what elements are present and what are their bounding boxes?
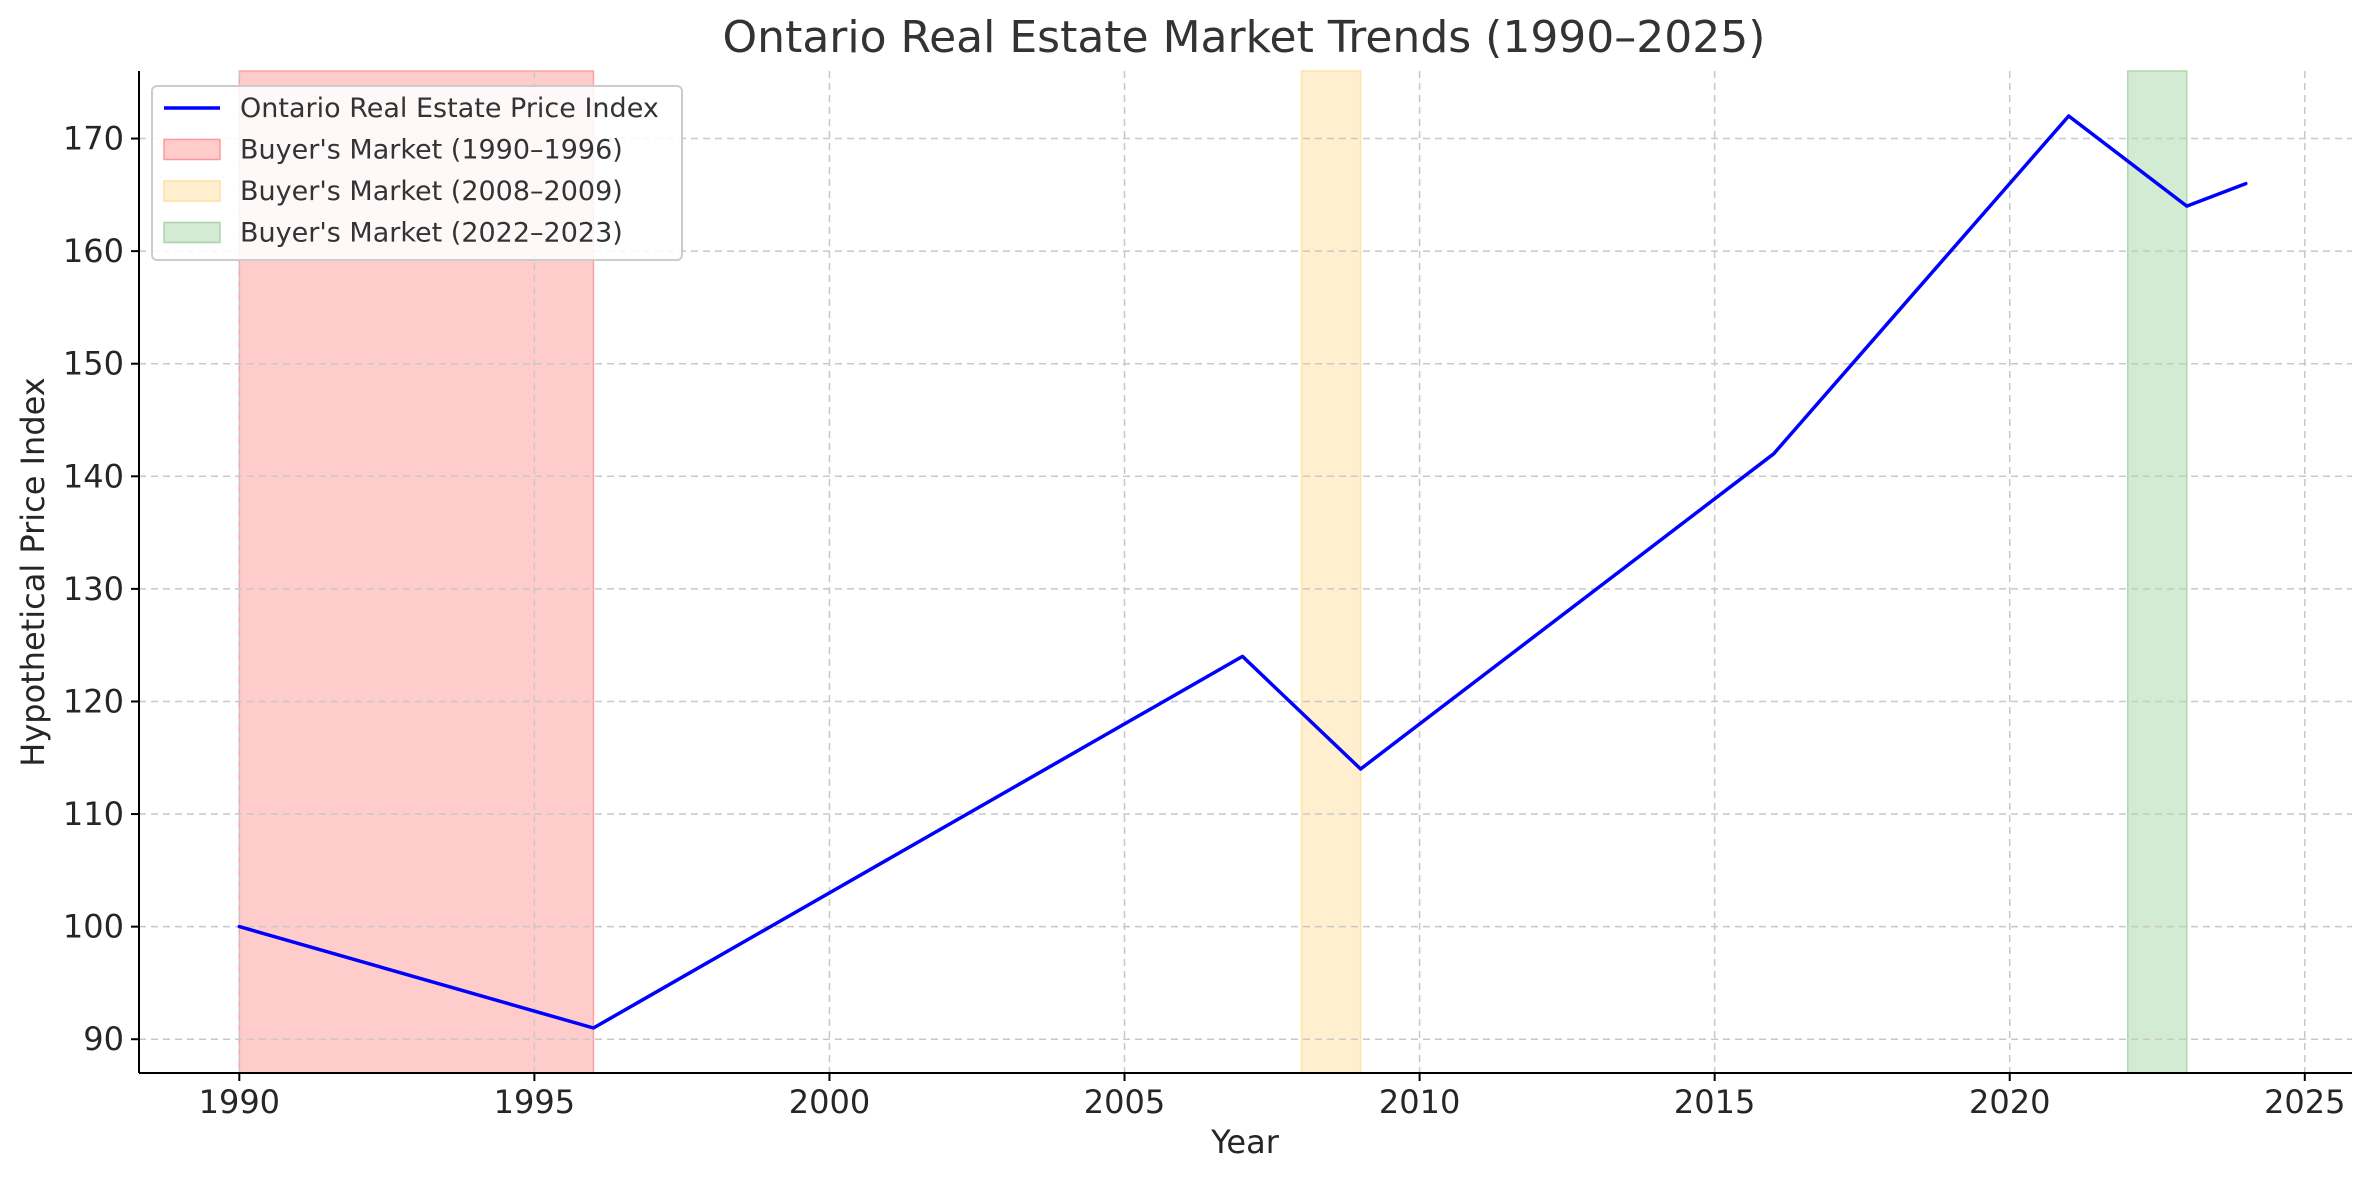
legend-patch-swatch-3	[163, 221, 221, 244]
series-line-1	[237, 114, 2248, 1030]
legend-box	[151, 85, 683, 261]
x-tick-label-1990: 1990	[199, 1083, 280, 1121]
chart-title: Ontario Real Estate Market Trends (1990–…	[723, 12, 1766, 63]
series-layer	[237, 114, 2248, 1030]
x-tick-label-2010: 2010	[1379, 1083, 1460, 1121]
y-tick-label-100: 100	[63, 908, 124, 946]
y-tick-label-170: 170	[63, 120, 124, 158]
x-tick-label-2000: 2000	[789, 1083, 870, 1121]
y-axis-title: Hypothetical Price Index	[14, 377, 52, 766]
x-axis-title: Year	[1210, 1123, 1280, 1161]
y-tick-label-140: 140	[63, 457, 124, 495]
data-point-2023	[2185, 204, 2189, 208]
y-tick-label-150: 150	[63, 345, 124, 383]
data-point-2009	[1359, 767, 1363, 771]
x-tick-label-2020: 2020	[1969, 1083, 2050, 1121]
data-point-2007	[1241, 654, 1245, 658]
ticks-layer: 1990 1995 2000 2005 2010 2015 2020 2025 90 100 110…	[63, 120, 2346, 1121]
legend-label-1: Buyer's Market (1990–1996)	[240, 135, 623, 166]
data-point-1996	[591, 1026, 595, 1030]
shaded-region-2	[1300, 70, 1362, 1074]
y-tick-label-110: 110	[63, 795, 124, 833]
legend-label-2: Buyer's Market (2008–2009)	[240, 176, 623, 207]
x-tick-label-2015: 2015	[1674, 1083, 1755, 1121]
data-point-2016	[1772, 452, 1776, 456]
legend-patch-swatch-1	[163, 138, 221, 161]
legend: Ontario Real Estate Price Index Buyer's M…	[151, 85, 683, 261]
y-tick-label-160: 160	[63, 232, 124, 270]
grid-layer	[139, 71, 2352, 1073]
y-tick-label-130: 130	[63, 570, 124, 608]
legend-label-0: Ontario Real Estate Price Index	[240, 93, 659, 124]
x-tick-label-2025: 2025	[2264, 1083, 2345, 1121]
legend-label-3: Buyer's Market (2022–2023)	[240, 218, 623, 249]
x-tick-label-2005: 2005	[1084, 1083, 1165, 1121]
y-tick-label-90: 90	[83, 1020, 124, 1058]
shaded-region-3	[2126, 70, 2188, 1074]
axes-layer	[138, 71, 2352, 1074]
data-point-1990	[237, 925, 241, 929]
data-point-2021	[2067, 114, 2071, 118]
legend-patch-swatch-2	[163, 180, 221, 202]
x-tick-label-1995: 1995	[494, 1083, 575, 1121]
y-tick-label-120: 120	[63, 682, 124, 720]
data-point-2024	[2244, 182, 2248, 186]
